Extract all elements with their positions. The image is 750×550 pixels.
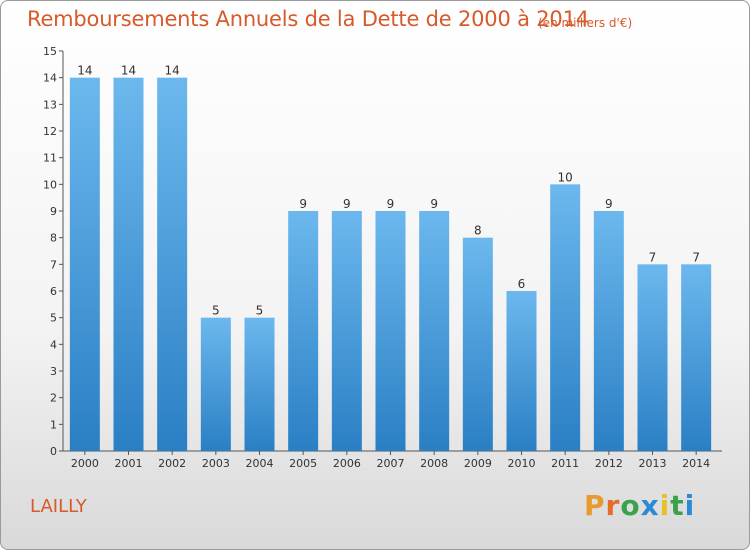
y-tick-label: 5: [50, 312, 57, 325]
x-tick-label: 2005: [289, 457, 317, 470]
logo-letter: o: [620, 489, 641, 522]
bar-value-label: 10: [558, 170, 573, 184]
x-tick-label: 2011: [551, 457, 579, 470]
bar: [244, 317, 275, 451]
x-tick-label: 2010: [508, 457, 536, 470]
bar-value-label: 9: [605, 197, 613, 211]
y-tick-label: 4: [50, 338, 57, 351]
y-tick-label: 2: [50, 392, 57, 405]
y-tick-label: 12: [43, 125, 57, 138]
y-tick-label: 9: [50, 205, 57, 218]
bar-value-label: 7: [692, 250, 700, 264]
bar: [200, 317, 231, 451]
logo-letter: P: [584, 489, 606, 522]
bar: [375, 211, 406, 451]
y-tick-label: 1: [50, 418, 57, 431]
y-tick-label: 7: [50, 258, 57, 271]
logo-letter: x: [640, 489, 660, 522]
bar: [288, 211, 319, 451]
bar-value-label: 7: [649, 250, 657, 264]
bar-value-label: 8: [474, 224, 482, 238]
x-tick-label: 2008: [420, 457, 448, 470]
bar-value-label: 14: [165, 64, 180, 78]
bar-value-label: 5: [256, 304, 264, 318]
place-name: LAILLY: [30, 496, 87, 517]
y-tick-label: 11: [43, 152, 57, 165]
logo-letter: t: [670, 489, 685, 522]
y-tick-label: 0: [50, 445, 57, 458]
x-tick-label: 2002: [158, 457, 186, 470]
chart-title: Remboursements Annuels de la Dette de 20…: [27, 7, 589, 31]
x-tick-label: 2013: [639, 457, 667, 470]
bar: [637, 264, 668, 451]
x-tick-label: 2009: [464, 457, 492, 470]
y-tick-label: 14: [43, 72, 57, 85]
bar: [113, 77, 144, 452]
x-tick-label: 2000: [71, 457, 99, 470]
x-tick-label: 2004: [246, 457, 274, 470]
logo-letter: i: [659, 489, 671, 522]
proxiti-logo: Proxiti: [584, 489, 695, 522]
y-tick-label: 13: [43, 98, 57, 111]
logo-letter: i: [684, 489, 696, 522]
unit-note: (en milliers d'€): [538, 16, 633, 30]
bar-value-label: 9: [387, 197, 395, 211]
bar: [506, 291, 537, 451]
bar-value-label: 9: [430, 197, 438, 211]
bar: [593, 211, 624, 451]
x-tick-label: 2006: [333, 457, 361, 470]
y-tick-label: 8: [50, 232, 57, 245]
bar-value-label: 6: [518, 277, 526, 291]
x-tick-label: 2001: [115, 457, 143, 470]
x-tick-label: 2007: [377, 457, 405, 470]
x-tick-label: 2014: [682, 457, 710, 470]
bar: [681, 264, 712, 451]
bar: [462, 237, 493, 451]
bar-value-label: 9: [299, 197, 307, 211]
bar: [331, 211, 362, 451]
y-tick-label: 15: [43, 45, 57, 58]
y-tick-label: 6: [50, 285, 57, 298]
bar-value-label: 9: [343, 197, 351, 211]
x-tick-label: 2003: [202, 457, 230, 470]
y-tick-label: 10: [43, 178, 57, 191]
x-tick-label: 2012: [595, 457, 623, 470]
bar-value-label: 5: [212, 304, 220, 318]
bar: [419, 211, 450, 451]
bar-value-label: 14: [77, 64, 92, 78]
bar: [69, 77, 100, 452]
bar-value-label: 14: [121, 64, 136, 78]
logo-letter: r: [605, 489, 621, 522]
bar: [550, 184, 581, 452]
y-tick-label: 3: [50, 365, 57, 378]
bar: [157, 77, 188, 452]
